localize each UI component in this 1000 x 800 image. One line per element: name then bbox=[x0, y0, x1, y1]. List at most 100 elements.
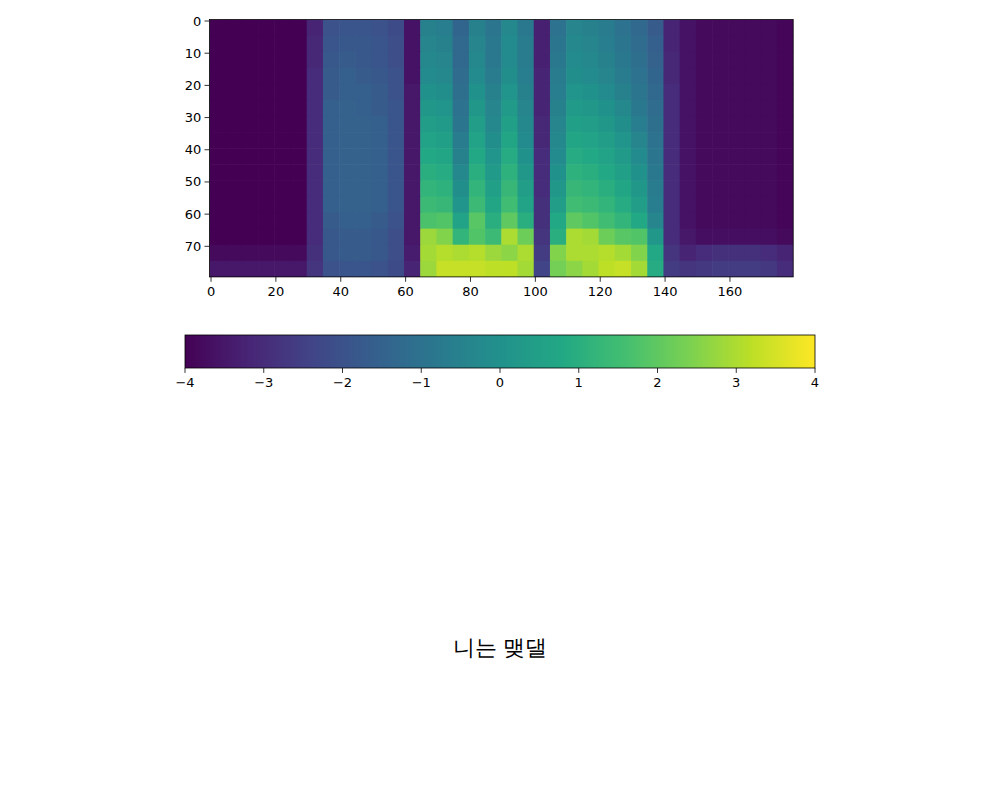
cell bbox=[436, 164, 453, 181]
cell bbox=[647, 19, 664, 36]
cell bbox=[290, 245, 307, 262]
cell bbox=[485, 229, 502, 246]
cell bbox=[290, 213, 307, 230]
cell bbox=[226, 261, 243, 277]
cell bbox=[469, 180, 486, 197]
cell bbox=[274, 164, 291, 181]
cell bbox=[469, 245, 486, 262]
cell bbox=[761, 100, 778, 117]
cell bbox=[761, 52, 778, 69]
cell bbox=[518, 261, 535, 277]
x-tick bbox=[665, 277, 666, 282]
cell bbox=[777, 100, 793, 117]
cell bbox=[436, 68, 453, 85]
cell bbox=[226, 196, 243, 213]
cell bbox=[355, 35, 372, 52]
cell bbox=[696, 229, 713, 246]
cell bbox=[712, 68, 729, 85]
cell bbox=[777, 196, 793, 213]
cell bbox=[680, 148, 697, 165]
cell bbox=[582, 164, 599, 181]
cell bbox=[436, 196, 453, 213]
y-tick bbox=[205, 117, 210, 118]
cell bbox=[631, 116, 648, 133]
cell bbox=[599, 213, 616, 230]
x-tick-label: 40 bbox=[332, 284, 349, 299]
cell bbox=[501, 164, 518, 181]
cell bbox=[777, 116, 793, 133]
cell bbox=[631, 68, 648, 85]
cell bbox=[534, 35, 551, 52]
cell bbox=[761, 261, 778, 277]
cell bbox=[274, 245, 291, 262]
cell bbox=[209, 196, 226, 213]
cell bbox=[534, 148, 551, 165]
cell bbox=[566, 116, 583, 133]
cell bbox=[258, 84, 275, 101]
cell bbox=[323, 164, 340, 181]
cell bbox=[242, 116, 259, 133]
cell bbox=[566, 213, 583, 230]
cell bbox=[355, 148, 372, 165]
cell bbox=[534, 132, 551, 149]
x-tick-label: 160 bbox=[718, 284, 743, 299]
cell bbox=[388, 132, 405, 149]
cell bbox=[485, 148, 502, 165]
cell bbox=[696, 52, 713, 69]
cell bbox=[518, 35, 535, 52]
cell bbox=[501, 84, 518, 101]
x-tick bbox=[535, 277, 536, 282]
cell bbox=[599, 84, 616, 101]
cell bbox=[226, 100, 243, 117]
cell bbox=[777, 148, 793, 165]
cell bbox=[453, 35, 470, 52]
cell bbox=[307, 100, 324, 117]
y-tick-label: 50 bbox=[185, 174, 202, 189]
cell bbox=[209, 35, 226, 52]
cell bbox=[355, 245, 372, 262]
cell bbox=[680, 196, 697, 213]
cell bbox=[518, 229, 535, 246]
cell bbox=[307, 180, 324, 197]
cell bbox=[453, 245, 470, 262]
cell bbox=[712, 148, 729, 165]
cell bbox=[745, 100, 762, 117]
cell bbox=[631, 229, 648, 246]
cell bbox=[663, 245, 680, 262]
cell bbox=[582, 261, 599, 277]
cell bbox=[582, 132, 599, 149]
cell bbox=[485, 52, 502, 69]
cell bbox=[663, 100, 680, 117]
cell bbox=[761, 196, 778, 213]
cell bbox=[258, 196, 275, 213]
cell bbox=[550, 100, 567, 117]
cell bbox=[469, 213, 486, 230]
cell bbox=[712, 132, 729, 149]
cell bbox=[615, 68, 632, 85]
cell bbox=[226, 52, 243, 69]
cell bbox=[355, 132, 372, 149]
cell bbox=[745, 229, 762, 246]
cell bbox=[339, 84, 356, 101]
cell bbox=[534, 180, 551, 197]
cell bbox=[518, 68, 535, 85]
cell bbox=[728, 261, 745, 277]
cell bbox=[663, 148, 680, 165]
cell bbox=[307, 164, 324, 181]
cell bbox=[242, 261, 259, 277]
cell bbox=[582, 35, 599, 52]
cell bbox=[258, 116, 275, 133]
cell bbox=[274, 213, 291, 230]
cell bbox=[599, 19, 616, 36]
cell bbox=[436, 180, 453, 197]
cell bbox=[696, 35, 713, 52]
cell bbox=[777, 261, 793, 277]
cell bbox=[615, 100, 632, 117]
cell bbox=[290, 164, 307, 181]
cell bbox=[680, 164, 697, 181]
cell bbox=[339, 68, 356, 85]
cell bbox=[712, 180, 729, 197]
cell bbox=[777, 180, 793, 197]
cell bbox=[728, 164, 745, 181]
cell bbox=[404, 68, 421, 85]
